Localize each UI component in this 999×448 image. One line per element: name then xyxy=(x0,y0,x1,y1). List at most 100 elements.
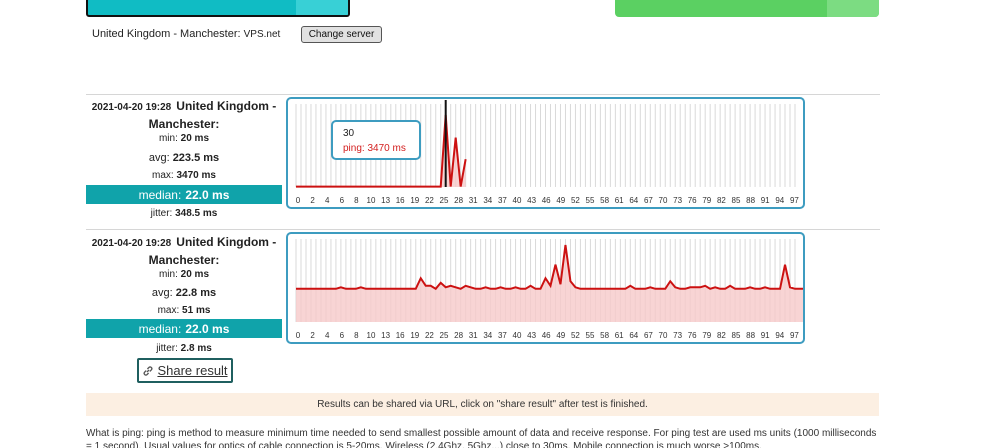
result-title: 2021-04-20 19:28 United Kingdom - Manche… xyxy=(86,234,282,269)
link-icon xyxy=(143,365,153,376)
x-tick-label: 40 xyxy=(513,331,522,340)
divider xyxy=(86,229,880,230)
x-tick-label: 85 xyxy=(732,196,741,205)
start-test-button[interactable] xyxy=(86,0,350,17)
x-tick-label: 6 xyxy=(340,331,345,340)
x-tick-label: 58 xyxy=(600,196,609,205)
x-tick-label: 19 xyxy=(410,331,419,340)
jitter-stat: jitter: 2.8 ms xyxy=(156,343,212,354)
x-tick-label: 91 xyxy=(761,196,770,205)
server-host: VPS.net xyxy=(243,29,281,40)
share-notice: Results can be shared via URL, click on … xyxy=(86,393,879,416)
x-tick-label: 52 xyxy=(571,331,580,340)
progress-bar xyxy=(615,0,879,17)
result-location: United Kingdom - Manchester: xyxy=(148,99,277,131)
x-tick-label: 61 xyxy=(615,196,624,205)
ping-chart-svg: 0 2 4 6 8 10 13 16 19 22 25 28 31 34 37 40 43 46 49 52 55 58 6… xyxy=(295,100,799,205)
x-tick-label: 97 xyxy=(790,331,799,340)
jitter-stat: jitter: 348.5 ms xyxy=(150,208,218,219)
x-tick-label: 31 xyxy=(469,331,478,340)
x-tick-label: 55 xyxy=(586,331,595,340)
x-tick-label: 0 xyxy=(296,331,301,340)
avg-stat: avg: 22.8 ms xyxy=(151,287,217,299)
x-tick-label: 79 xyxy=(702,331,711,340)
x-tick-label: 94 xyxy=(775,196,784,205)
x-tick-label: 8 xyxy=(354,331,359,340)
x-tick-label: 46 xyxy=(542,331,551,340)
median-stat: median: 22.0 ms xyxy=(86,319,282,338)
x-tick-label: 34 xyxy=(483,196,492,205)
x-tick-label: 79 xyxy=(702,196,711,205)
tooltip-value: ping: 3470 ms xyxy=(343,143,406,154)
x-tick-label: 16 xyxy=(396,196,405,205)
x-tick-label: 88 xyxy=(746,331,755,340)
x-tick-label: 16 xyxy=(396,331,405,340)
x-tick-label: 37 xyxy=(498,331,507,340)
x-tick-label: 76 xyxy=(688,196,697,205)
result-timestamp: 2021-04-20 19:28 xyxy=(91,238,172,249)
x-tick-label: 10 xyxy=(367,331,376,340)
x-tick-label: 67 xyxy=(644,331,653,340)
result-title: 2021-04-20 19:28 United Kingdom - Manche… xyxy=(86,98,282,133)
result-timestamp: 2021-04-20 19:28 xyxy=(91,102,172,113)
x-tick-label: 49 xyxy=(556,331,565,340)
x-tick-label: 49 xyxy=(556,196,565,205)
ping-line xyxy=(296,114,467,188)
x-tick-label: 34 xyxy=(483,331,492,340)
max-stat: max: 51 ms xyxy=(157,305,211,316)
x-tick-label: 22 xyxy=(425,331,434,340)
x-tick-label: 58 xyxy=(600,331,609,340)
ping-description: What is ping: ping is method to measure … xyxy=(86,428,877,448)
x-tick-label: 8 xyxy=(354,196,359,205)
ping-line xyxy=(296,244,803,291)
x-tick-label: 88 xyxy=(746,196,755,205)
x-tick-label: 25 xyxy=(440,196,449,205)
result-location: United Kingdom - Manchester: xyxy=(148,235,277,267)
x-tick-label: 91 xyxy=(761,331,770,340)
x-tick-label: 22 xyxy=(425,196,434,205)
x-tick-label: 97 xyxy=(790,196,799,205)
x-tick-label: 37 xyxy=(498,196,507,205)
server-info: United Kingdom - Manchester: VPS.net xyxy=(92,28,280,40)
x-tick-label: 94 xyxy=(775,331,784,340)
x-tick-label: 25 xyxy=(440,331,449,340)
x-tick-label: 13 xyxy=(381,196,390,205)
x-tick-label: 4 xyxy=(325,196,330,205)
x-tick-label: 55 xyxy=(586,196,595,205)
x-tick-label: 46 xyxy=(542,196,551,205)
tooltip-x: 30 xyxy=(343,128,355,139)
server-location: United Kingdom - Manchester: xyxy=(92,28,241,40)
x-tick-label: 67 xyxy=(644,196,653,205)
x-tick-label: 28 xyxy=(454,196,463,205)
x-tick-label: 43 xyxy=(527,196,536,205)
x-tick-label: 2 xyxy=(310,196,315,205)
x-tick-label: 13 xyxy=(381,331,390,340)
x-tick-label: 64 xyxy=(629,196,638,205)
x-tick-label: 0 xyxy=(296,196,301,205)
x-tick-label: 43 xyxy=(527,331,536,340)
x-tick-label: 85 xyxy=(732,331,741,340)
x-tick-label: 73 xyxy=(673,331,682,340)
x-tick-label: 19 xyxy=(410,196,419,205)
ping-chart-2[interactable]: 0 2 4 6 8 10 13 16 19 22 25 28 31 34 37 40 43 46 49 52 55 58 6… xyxy=(286,232,805,344)
x-tick-label: 76 xyxy=(688,331,697,340)
x-tick-label: 73 xyxy=(673,196,682,205)
x-tick-label: 52 xyxy=(571,196,580,205)
x-tick-label: 64 xyxy=(629,331,638,340)
median-stat: median: 22.0 ms xyxy=(86,185,282,204)
x-tick-label: 10 xyxy=(367,196,376,205)
ping-area xyxy=(296,114,466,187)
x-tick-label: 6 xyxy=(340,196,345,205)
change-server-button[interactable]: Change server xyxy=(301,26,382,43)
x-tick-label: 70 xyxy=(659,331,668,340)
x-tick-label: 28 xyxy=(454,331,463,340)
x-tick-label: 31 xyxy=(469,196,478,205)
x-tick-label: 2 xyxy=(310,331,315,340)
x-tick-label: 82 xyxy=(717,196,726,205)
divider xyxy=(86,94,880,95)
min-stat: min: 20 ms xyxy=(158,269,210,280)
avg-stat: avg: 223.5 ms xyxy=(148,152,220,164)
progress-shade xyxy=(827,0,879,17)
share-result-button[interactable]: Share result xyxy=(137,358,233,383)
x-tick-label: 4 xyxy=(325,331,330,340)
